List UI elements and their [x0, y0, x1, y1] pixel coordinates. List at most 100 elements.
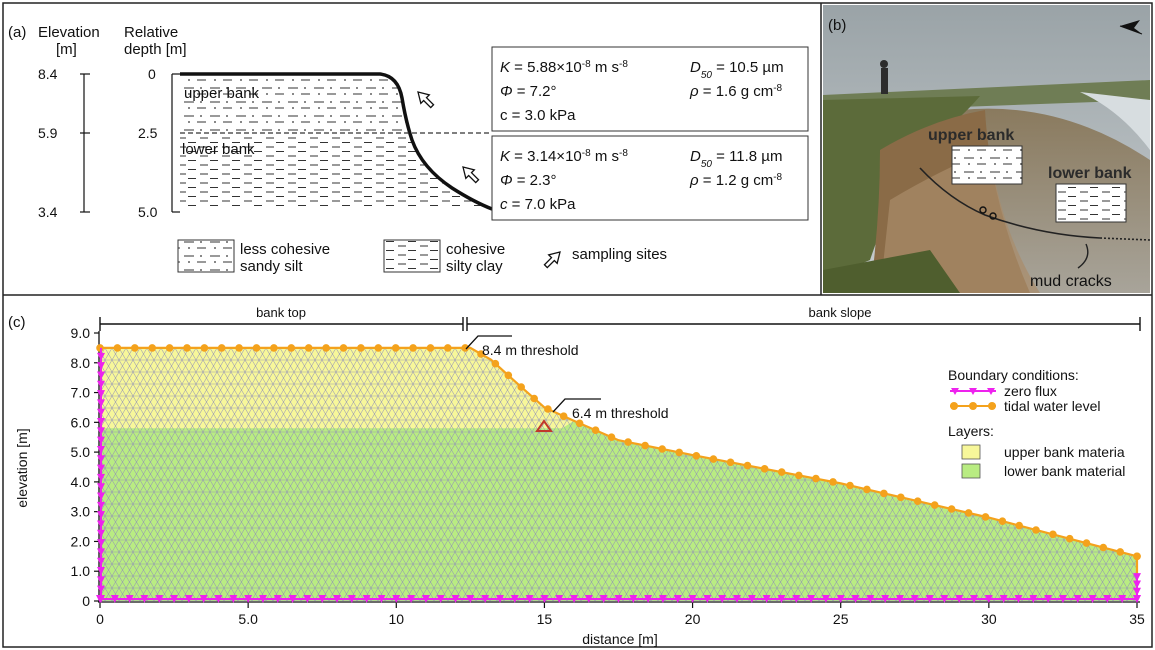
zero-flux-marker: [466, 595, 475, 603]
zero-flux-marker: [97, 436, 105, 445]
legend-zero-flux-icon: [950, 388, 996, 395]
zero-flux-marker: [97, 362, 105, 371]
boundary-conditions: [96, 344, 1141, 603]
bank-slope-label: bank slope: [809, 305, 872, 320]
tidal-marker: [1099, 543, 1108, 552]
tidal-marker: [322, 344, 330, 352]
legend-lower-swatch: [961, 463, 981, 479]
y-tick-label: 5.0: [71, 444, 91, 460]
tidal-marker: [491, 359, 500, 368]
tidal-marker: [148, 344, 156, 352]
zero-flux-marker: [288, 595, 297, 603]
panel-a-label: (a): [8, 24, 26, 41]
lower-phi: Φ = 2.3°: [500, 172, 557, 189]
tidal-marker: [795, 471, 803, 480]
depth-tick-25: 2.5: [138, 125, 158, 141]
zero-flux-marker: [644, 595, 653, 603]
zero-flux-marker: [1118, 595, 1127, 603]
legend-clay-swatch: [383, 239, 441, 273]
tidal-marker: [1015, 521, 1023, 530]
zero-flux-marker: [273, 595, 282, 603]
tidal-marker: [930, 501, 939, 509]
tidal-marker: [1133, 552, 1141, 561]
tidal-marker: [235, 344, 243, 352]
legend-upper-swatch: [961, 444, 981, 460]
tidal-marker: [339, 344, 348, 352]
zero-flux-marker: [777, 595, 786, 603]
y-tick-label: 1.0: [71, 563, 91, 579]
finite-element-mesh: [100, 347, 1137, 601]
y-tick-label: 0: [82, 593, 90, 609]
bank-top-label: bank top: [256, 305, 306, 320]
lower-k: K = 3.14×10-8 m s-8: [500, 148, 628, 166]
lower-rho: ρ = 1.2 g cm-8: [689, 172, 783, 190]
x-tick-label: 25: [833, 611, 849, 627]
upper-props-box: [491, 46, 809, 132]
tidal-marker: [461, 344, 470, 352]
tidal-marker: [1116, 548, 1124, 556]
zero-flux-marker: [170, 595, 179, 603]
zero-flux-marker: [97, 371, 105, 380]
zero-flux-marker: [229, 595, 238, 603]
zero-flux-marker: [362, 595, 371, 603]
zero-flux-marker: [377, 595, 386, 603]
bank-slope-bracket: [466, 317, 1141, 331]
tidal-marker: [391, 344, 400, 352]
zero-flux-marker: [97, 483, 105, 492]
lower-d50: D50 = 11.8 µm: [690, 148, 782, 170]
zero-flux-marker: [747, 595, 756, 603]
zero-flux-marker: [97, 408, 105, 417]
zero-flux-marker: [303, 595, 312, 603]
tidal-marker: [559, 412, 568, 421]
legend-zero-flux-label: zero flux: [1004, 383, 1057, 399]
tidal-marker: [374, 344, 383, 352]
tidal-marker: [287, 344, 296, 352]
tidal-marker: [113, 344, 122, 352]
panel-b-photo: (b) upper bank lower bank mud cracks: [823, 5, 1150, 293]
zero-flux-marker: [866, 595, 875, 603]
bank-top-bracket: [99, 317, 464, 331]
tidal-marker: [743, 461, 752, 470]
elevation-axis: [80, 73, 90, 213]
lower-props-box: [491, 135, 809, 221]
zero-flux-marker: [792, 595, 801, 603]
legend-upper-label: upper bank materia: [1004, 444, 1125, 460]
zero-flux-marker: [407, 595, 416, 603]
zero-flux-marker: [392, 595, 401, 603]
tidal-marker: [658, 445, 666, 453]
tidal-marker: [575, 419, 584, 428]
lower-bank-label: lower bank: [182, 141, 255, 158]
lower-bank-fill: [180, 134, 490, 208]
zero-flux-marker: [97, 427, 105, 436]
x-tick-label: 15: [537, 611, 553, 627]
tidal-marker: [998, 517, 1007, 525]
tidal-marker: [131, 344, 139, 352]
zero-flux-marker: [97, 399, 105, 408]
legend-clay-line1: cohesive: [446, 241, 505, 258]
zero-flux-marker: [555, 595, 564, 603]
zero-flux-marker: [570, 595, 579, 603]
tidal-marker: [709, 455, 718, 463]
upper-k: K = 5.88×10-8 m s-8: [500, 59, 628, 77]
tidal-marker: [981, 513, 990, 521]
zero-flux-marker: [96, 595, 104, 603]
legend-silt-swatch: [177, 239, 235, 273]
elevation-tick-84: 8.4: [38, 66, 58, 82]
zero-flux-marker: [999, 595, 1008, 603]
zero-flux-marker: [97, 585, 105, 594]
zero-flux-marker: [584, 595, 593, 603]
tidal-marker: [200, 344, 209, 352]
depth-axis: [171, 73, 180, 213]
zero-flux-marker: [97, 464, 105, 473]
tidal-marker: [863, 485, 871, 494]
zero-flux-marker: [125, 595, 134, 603]
tidal-marker: [897, 493, 905, 502]
tidal-marker: [760, 465, 769, 473]
zero-flux-marker: [851, 595, 860, 603]
legend-sampling-label: sampling sites: [572, 246, 667, 263]
zero-flux-marker: [688, 595, 697, 603]
zero-flux-marker: [97, 539, 105, 548]
depth-header: Relative: [124, 24, 178, 41]
zero-flux-marker: [97, 492, 105, 501]
zero-flux-marker: [421, 595, 430, 603]
